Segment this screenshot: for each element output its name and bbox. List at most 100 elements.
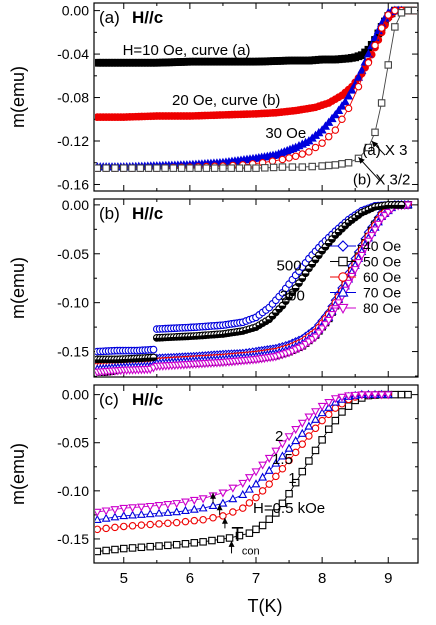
- data-point: [377, 99, 386, 107]
- data-point: [272, 509, 280, 517]
- data-point: [370, 391, 380, 400]
- data-point: [331, 126, 340, 134]
- data-point: [305, 432, 313, 440]
- data-point: [357, 391, 367, 400]
- data-point: [228, 484, 238, 493]
- data-point: [331, 161, 340, 169]
- annotation: (b) X 3/2: [353, 171, 411, 188]
- data-point: [95, 508, 102, 517]
- data-point: [360, 244, 370, 254]
- data-point: [95, 547, 102, 556]
- data-point: [219, 164, 227, 172]
- series-1: [95, 390, 392, 534]
- data-point: [291, 478, 300, 487]
- annotation: T: [231, 524, 243, 546]
- data-point: [119, 511, 129, 520]
- data-point: [364, 59, 373, 67]
- annotation: (a) X 3: [362, 142, 407, 159]
- data-point: [364, 143, 373, 152]
- data-point: [128, 522, 137, 530]
- data-point: [145, 509, 155, 518]
- data-point: [410, 6, 417, 15]
- data-point: [288, 163, 297, 171]
- legend-label: 40 Oe: [363, 238, 401, 254]
- data-point: [354, 82, 363, 91]
- y-tick-label: -0.10: [57, 295, 89, 311]
- data-point: [155, 542, 163, 550]
- data-point: [245, 529, 254, 537]
- data-point: [238, 489, 248, 498]
- data-point: [110, 506, 120, 515]
- data-point: [271, 447, 281, 456]
- field-direction-label: H//c: [132, 204, 163, 223]
- data-point: [268, 157, 277, 165]
- data-point: [101, 513, 111, 522]
- data-point: [258, 461, 268, 470]
- data-point: [258, 472, 268, 481]
- data-point: [95, 514, 102, 523]
- data-point: [311, 446, 320, 455]
- data-point: [238, 479, 248, 488]
- data-point: [169, 164, 178, 172]
- data-point: [265, 480, 273, 488]
- legend-marker: [338, 256, 348, 267]
- data-point: [111, 523, 119, 532]
- data-point: [304, 421, 314, 430]
- panel-b: 0.00 -0.05 -0.10 -0.15 m(emu) (b) H//c 500 300 40…: [8, 197, 419, 378]
- data-point: [318, 436, 326, 444]
- series-4: [95, 6, 417, 172]
- data-point: [337, 101, 347, 110]
- data-point: [95, 164, 102, 172]
- data-point: [102, 546, 110, 555]
- y-tick-label: -0.08: [57, 90, 89, 106]
- data-point: [218, 498, 228, 507]
- legend-entry: 50 Oe: [330, 254, 401, 270]
- legend-marker: [337, 240, 349, 252]
- y-tick-label: -0.15: [57, 531, 89, 547]
- data-point: [272, 472, 280, 481]
- legend-label: 50 Oe: [363, 254, 401, 270]
- data-point: [110, 512, 120, 521]
- data-point: [308, 162, 316, 171]
- data-point: [298, 440, 307, 448]
- annotation-arrow: [358, 156, 381, 182]
- data-point: [186, 164, 194, 172]
- annotation: 1.5: [272, 451, 293, 468]
- data-point: [404, 390, 412, 399]
- data-point: [298, 163, 307, 171]
- x-axis-label: T(K): [248, 596, 283, 616]
- data-point: [311, 424, 320, 433]
- data-point: [384, 61, 392, 69]
- data-point: [210, 164, 219, 172]
- data-point: [284, 443, 294, 452]
- annotation: 20 Oe, curve (b): [172, 92, 280, 109]
- data-point: [261, 164, 269, 172]
- x-tick-label: 8: [318, 570, 326, 587]
- data-point: [164, 519, 172, 527]
- annotation-arrow: [228, 540, 235, 554]
- data-point: [149, 353, 158, 362]
- data-point: [111, 545, 119, 554]
- data-point: [128, 164, 136, 172]
- data-point: [278, 163, 287, 171]
- data-point: [128, 544, 137, 552]
- x-tick-label: 5: [120, 570, 128, 587]
- annotation: H=0.5 kOe: [253, 500, 325, 517]
- data-point: [198, 495, 208, 504]
- annotation: 1: [288, 470, 296, 487]
- data-point: [324, 316, 334, 326]
- y-axis-label: m(emu): [8, 66, 28, 128]
- data-point: [181, 498, 190, 507]
- data-point: [344, 402, 353, 410]
- data-point: [350, 266, 360, 275]
- data-point: [209, 514, 217, 522]
- series-0: [95, 6, 417, 67]
- data-point: [177, 164, 186, 172]
- data-point: [228, 494, 238, 503]
- data-point: [334, 299, 344, 308]
- legend-entry: 80 Oe: [330, 300, 401, 316]
- data-point: [208, 536, 216, 545]
- data-point: [363, 237, 373, 246]
- data-point: [371, 128, 379, 137]
- data-point: [397, 9, 406, 17]
